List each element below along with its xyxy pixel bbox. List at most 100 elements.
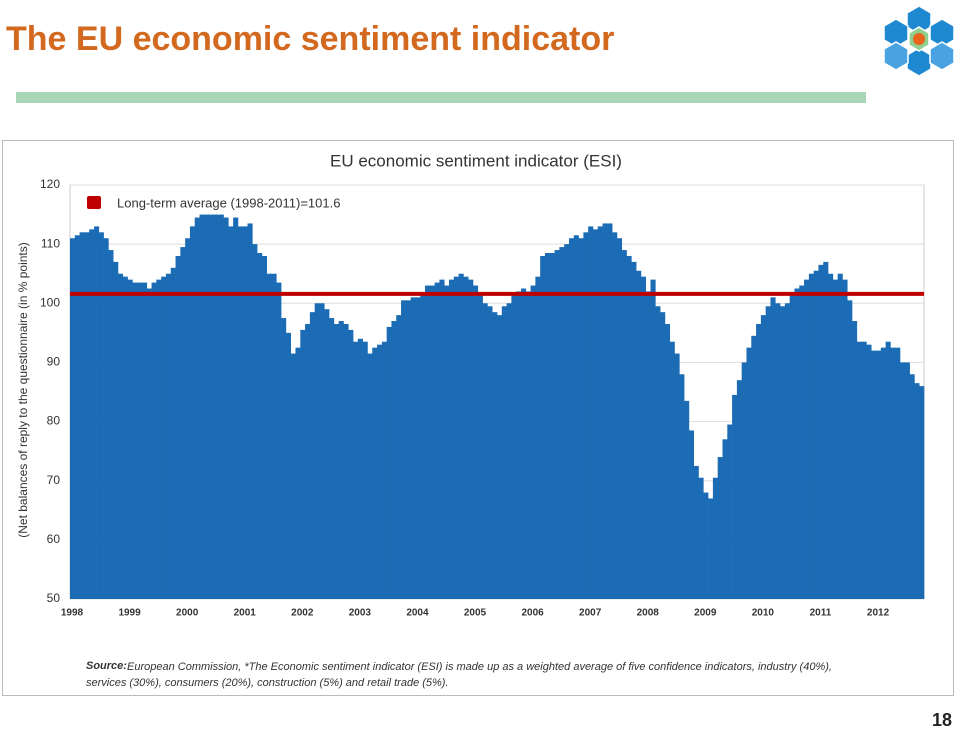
bar — [396, 315, 402, 599]
bar — [568, 238, 575, 599]
bar — [434, 282, 440, 599]
bar — [70, 238, 76, 599]
bar — [338, 321, 344, 599]
bar — [871, 350, 877, 599]
bar — [257, 253, 263, 599]
bar — [756, 323, 762, 599]
bar — [880, 347, 886, 599]
bar — [410, 297, 416, 599]
bar — [223, 217, 229, 599]
bar — [194, 217, 200, 599]
bar — [473, 285, 479, 599]
bar — [636, 270, 642, 599]
bar — [237, 226, 244, 599]
bar — [698, 477, 704, 599]
bar — [554, 250, 560, 600]
bar — [751, 335, 757, 599]
bar — [79, 232, 85, 600]
bar — [151, 282, 157, 599]
bar — [141, 282, 148, 599]
bar — [357, 338, 363, 599]
bar — [463, 276, 469, 599]
bar — [760, 315, 766, 599]
bar — [564, 244, 570, 599]
bar — [458, 273, 464, 599]
bar — [592, 229, 599, 599]
bar — [573, 235, 579, 599]
bar — [281, 318, 287, 599]
bar — [276, 282, 282, 599]
bar — [324, 309, 330, 599]
bar — [616, 238, 623, 599]
bar — [612, 232, 618, 600]
bar — [530, 285, 536, 599]
title-rule — [16, 92, 866, 103]
bar — [377, 344, 383, 599]
bar — [895, 347, 901, 599]
bar — [420, 294, 426, 599]
bar — [828, 273, 834, 599]
bar — [295, 347, 301, 599]
bar — [170, 267, 176, 599]
y-tick-label: 60 — [47, 532, 61, 546]
bar — [468, 279, 474, 599]
bar — [549, 253, 555, 599]
bar — [218, 214, 224, 600]
y-tick-label: 70 — [47, 473, 61, 487]
bar — [712, 477, 718, 599]
bar — [832, 279, 838, 599]
legend-label: Long-term average (1998-2011)=101.6 — [117, 195, 340, 210]
bar — [900, 362, 906, 599]
bar — [146, 288, 152, 599]
slide-title: The EU economic sentiment indicator — [6, 20, 615, 58]
bar — [741, 362, 747, 599]
bar — [727, 424, 733, 599]
bar — [684, 400, 690, 599]
bar — [113, 261, 119, 599]
bar — [477, 294, 483, 599]
bar — [103, 238, 109, 599]
x-tick-label: 2003 — [349, 608, 372, 619]
bar — [909, 374, 915, 599]
bar — [640, 276, 647, 599]
bar — [688, 430, 695, 599]
bar — [626, 255, 632, 599]
bar — [127, 279, 133, 599]
bar — [117, 273, 124, 599]
bar — [736, 380, 742, 599]
bar — [602, 223, 608, 599]
bar — [405, 300, 411, 599]
source-text: European Commission, *The Economic senti… — [86, 661, 832, 689]
bar — [770, 297, 776, 599]
bar — [578, 238, 584, 599]
bar — [180, 247, 186, 599]
bar — [540, 255, 546, 599]
x-tick-label: 2001 — [234, 608, 257, 619]
bar — [189, 226, 196, 599]
bar — [808, 273, 814, 599]
bar — [813, 270, 819, 599]
y-tick-label: 90 — [47, 355, 61, 369]
bar — [669, 341, 675, 599]
x-tick-label: 1999 — [118, 608, 141, 619]
bar — [693, 465, 699, 599]
bar — [775, 303, 781, 599]
bar — [804, 279, 810, 599]
bar — [674, 353, 680, 599]
bar — [660, 312, 666, 599]
bar — [597, 226, 603, 599]
bar — [501, 306, 507, 599]
bar — [228, 226, 234, 599]
x-tick-label: 2005 — [464, 608, 487, 619]
bar — [122, 276, 128, 599]
bar — [559, 247, 565, 599]
bar — [492, 312, 498, 599]
source-label: Source: — [86, 660, 127, 672]
bar — [161, 276, 167, 599]
bar — [708, 498, 714, 599]
bar — [367, 353, 373, 599]
y-axis-label: (Net balances of reply to the questionna… — [16, 242, 30, 538]
bar — [487, 306, 493, 599]
bar — [309, 312, 315, 599]
